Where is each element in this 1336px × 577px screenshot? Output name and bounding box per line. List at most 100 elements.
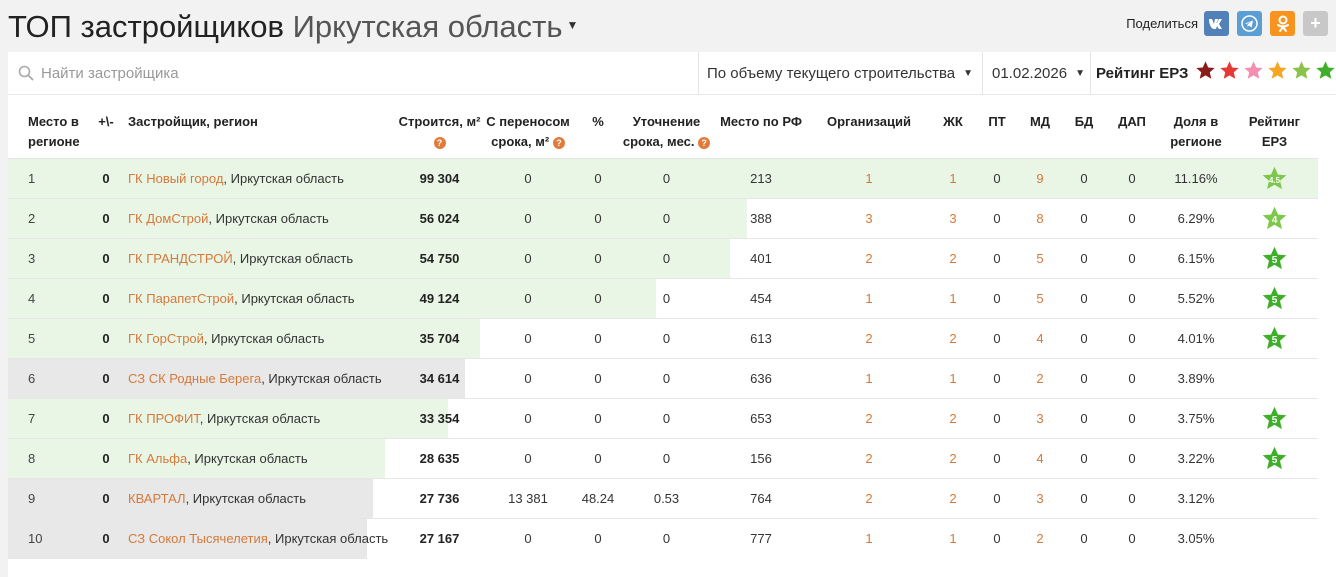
chevron-down-icon[interactable]: ▼: [1075, 67, 1085, 79]
cell-md[interactable]: 4: [1015, 318, 1065, 359]
cell-orgs[interactable]: 1: [811, 278, 927, 319]
table-row[interactable]: 8 0 ГК Альфа, Иркутская область 28 635 0 0 0 15…: [8, 438, 1318, 479]
col-zhk[interactable]: ЖК: [943, 114, 963, 129]
col-pt[interactable]: ПТ: [988, 114, 1006, 129]
col-place-line2[interactable]: регионе: [28, 134, 80, 149]
cell-md[interactable]: 4: [1015, 438, 1065, 479]
vk-icon[interactable]: [1204, 11, 1229, 36]
cell-zhk[interactable]: 3: [927, 198, 979, 239]
cell-md-link[interactable]: 4: [1036, 330, 1044, 346]
col-building-label[interactable]: Строится, м²: [398, 114, 481, 129]
cell-zhk-link[interactable]: 2: [949, 490, 957, 506]
cell-zhk[interactable]: 2: [927, 438, 979, 479]
cell-zhk[interactable]: 2: [927, 398, 979, 439]
cell-md[interactable]: 3: [1015, 398, 1065, 439]
col-rating[interactable]: Рейтинг ЕРЗ: [1231, 112, 1318, 159]
cell-zhk-link[interactable]: 2: [949, 450, 957, 466]
table-row[interactable]: 5 0 ГК ГорСтрой, Иркутская область 35 704 0 0…: [8, 318, 1318, 359]
cell-orgs[interactable]: 2: [811, 478, 927, 519]
cell-zhk[interactable]: 1: [927, 358, 979, 399]
col-rating-line1[interactable]: Рейтинг: [1248, 114, 1301, 129]
cell-orgs-link[interactable]: 1: [865, 170, 873, 186]
cell-orgs-link[interactable]: 2: [865, 330, 873, 346]
rating-star-icon[interactable]: 5: [1261, 285, 1288, 312]
developer-link[interactable]: ГК ДомСтрой: [128, 210, 209, 226]
col-share-line2[interactable]: регионе: [1170, 134, 1222, 149]
cell-orgs[interactable]: 2: [811, 318, 927, 359]
cell-zhk[interactable]: 2: [927, 478, 979, 519]
search-input[interactable]: [39, 63, 643, 83]
cell-zhk[interactable]: 1: [927, 158, 979, 199]
cell-orgs-link[interactable]: 2: [865, 450, 873, 466]
cell-orgs[interactable]: 2: [811, 438, 927, 479]
cell-md-link[interactable]: 4: [1036, 450, 1044, 466]
col-percent[interactable]: %: [592, 114, 604, 129]
sort-select[interactable]: По объему текущего строительства ▼: [698, 52, 983, 94]
cell-md-link[interactable]: 5: [1036, 250, 1044, 266]
rating-star-icon[interactable]: 5: [1261, 325, 1288, 352]
col-place[interactable]: Место в регионе: [8, 112, 88, 159]
cell-orgs[interactable]: 2: [811, 398, 927, 439]
cell-orgs-link[interactable]: 1: [865, 370, 873, 386]
cell-md-link[interactable]: 2: [1036, 370, 1044, 386]
cell-md[interactable]: 2: [1015, 518, 1065, 559]
date-select-value[interactable]: 01.02.2026: [992, 64, 1068, 82]
cell-zhk-link[interactable]: 1: [949, 170, 957, 186]
cell-zhk[interactable]: 2: [927, 238, 979, 279]
table-row[interactable]: 4 0 ГК ПарапетСтрой, Иркутская область 49 1…: [8, 278, 1318, 319]
developer-link[interactable]: КВАРТАЛ: [128, 490, 186, 506]
col-delta[interactable]: +\-: [98, 114, 114, 129]
caret-down-icon[interactable]: ▼: [566, 18, 579, 32]
cell-orgs-link[interactable]: 2: [865, 250, 873, 266]
cell-zhk-link[interactable]: 1: [949, 370, 957, 386]
table-row[interactable]: 9 0 КВАРТАЛ, Иркутская область 27 736 13 381…: [8, 478, 1318, 519]
sort-select-value[interactable]: По объему текущего строительства: [707, 64, 956, 82]
col-rating-line2[interactable]: ЕРЗ: [1261, 134, 1288, 149]
developer-link[interactable]: ГК Альфа: [128, 450, 188, 466]
developer-link[interactable]: ГК ПРОФИТ: [128, 410, 200, 426]
help-icon[interactable]: ?: [698, 137, 711, 149]
cell-md[interactable]: 5: [1015, 238, 1065, 279]
col-postponed[interactable]: С переносом срока, м² ?: [482, 112, 574, 159]
cell-md[interactable]: 2: [1015, 358, 1065, 399]
col-bd[interactable]: БД: [1074, 114, 1094, 129]
cell-orgs[interactable]: 1: [811, 358, 927, 399]
cell-md-link[interactable]: 5: [1036, 290, 1044, 306]
rating-star-icon[interactable]: 5: [1261, 245, 1288, 272]
cell-zhk-link[interactable]: 3: [949, 210, 957, 226]
col-postponed-line2[interactable]: срока, м²: [491, 134, 550, 149]
cell-zhk-link[interactable]: 2: [949, 330, 957, 346]
col-md[interactable]: МД: [1029, 114, 1051, 129]
help-icon[interactable]: ?: [433, 137, 446, 149]
table-row[interactable]: 6 0 СЗ СК Родные Берега, Иркутская область…: [8, 358, 1318, 399]
col-refine-line2[interactable]: срока, мес.: [622, 134, 695, 149]
cell-orgs[interactable]: 2: [811, 238, 927, 279]
table-row[interactable]: 7 0 ГК ПРОФИТ, Иркутская область 33 354 0 0 0 6…: [8, 398, 1318, 439]
cell-zhk[interactable]: 1: [927, 278, 979, 319]
col-orgs[interactable]: Организаций: [826, 114, 912, 129]
col-refine[interactable]: Уточнение срока, мес. ?: [622, 112, 711, 159]
developer-link[interactable]: ГК ПарапетСтрой: [128, 290, 235, 306]
cell-orgs-link[interactable]: 2: [865, 410, 873, 426]
telegram-icon[interactable]: [1237, 11, 1262, 36]
cell-zhk-link[interactable]: 1: [949, 530, 957, 546]
date-select[interactable]: 01.02.2026 ▼: [982, 52, 1091, 94]
col-refine-line1[interactable]: Уточнение: [632, 114, 701, 129]
cell-orgs-link[interactable]: 1: [865, 530, 873, 546]
rating-star-icon[interactable]: 5: [1261, 405, 1288, 432]
cell-orgs[interactable]: 1: [811, 158, 927, 199]
cell-zhk-link[interactable]: 1: [949, 290, 957, 306]
rating-star-icon[interactable]: 4: [1261, 205, 1288, 232]
cell-zhk[interactable]: 2: [927, 318, 979, 359]
cell-orgs-link[interactable]: 1: [865, 290, 873, 306]
developer-link[interactable]: ГК ГорСтрой: [128, 330, 204, 346]
col-developer[interactable]: Застройщик, регион: [128, 114, 258, 129]
rating-star-icon[interactable]: [1219, 60, 1240, 81]
cell-md-link[interactable]: 9: [1036, 170, 1044, 186]
cell-zhk-link[interactable]: 2: [949, 410, 957, 426]
region-selector[interactable]: Иркутская область ▼: [293, 9, 579, 44]
developer-link[interactable]: ГК ГРАНДСТРОЙ: [128, 250, 233, 266]
cell-md[interactable]: 9: [1015, 158, 1065, 199]
odnoklassniki-icon[interactable]: [1270, 11, 1295, 36]
rating-star-icon[interactable]: [1195, 60, 1216, 81]
